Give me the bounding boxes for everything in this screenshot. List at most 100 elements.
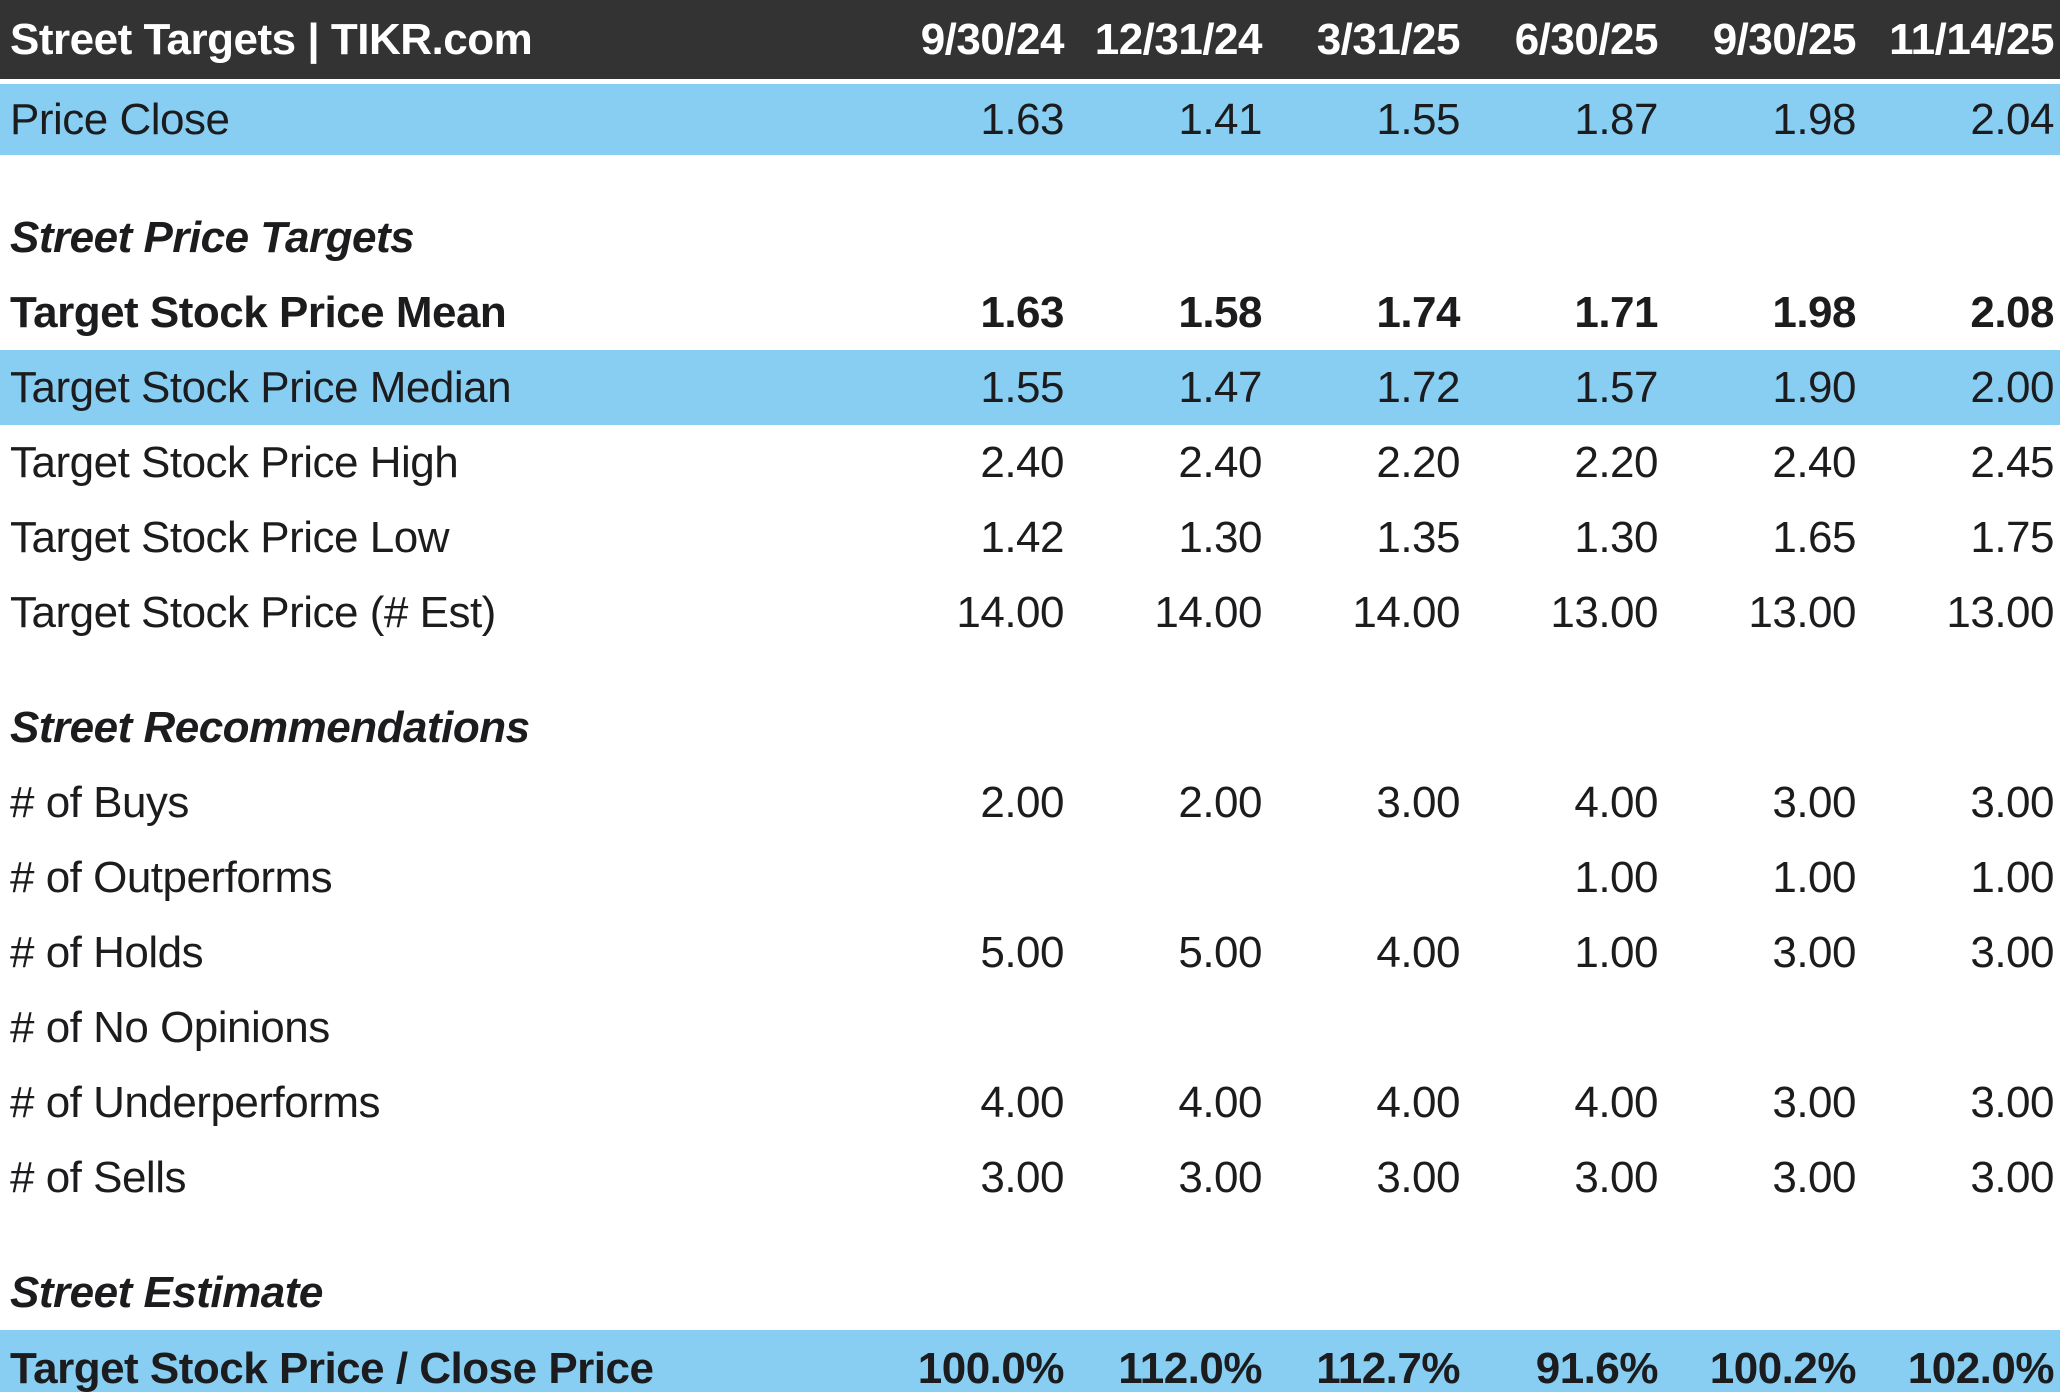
value-cell: 1.47 [1178, 362, 1262, 412]
column-header-date: 12/31/24 [1094, 14, 1263, 64]
value-cell: 1.55 [980, 362, 1064, 412]
value-cell: 1.57 [1574, 362, 1658, 412]
value-cell: 4.00 [1574, 777, 1658, 827]
table-title: Street Targets | TIKR.com [10, 14, 533, 64]
value-cell: 1.98 [1772, 94, 1856, 144]
value-cell: 4.00 [1376, 1077, 1460, 1127]
value-cell: 3.00 [1376, 777, 1460, 827]
row-label: Target Stock Price / Close Price [10, 1344, 654, 1392]
table-row[interactable]: Price Close 1.63 1.41 1.55 1.87 1.98 2.04 [0, 84, 2060, 155]
row-label: Target Stock Price Mean [10, 287, 507, 337]
value-cell: 4.00 [1574, 1077, 1658, 1127]
value-cell: 13.00 [1946, 587, 2054, 637]
value-cell: 1.00 [1574, 852, 1658, 902]
value-cell: 3.00 [1772, 1077, 1856, 1127]
row-label: Target Stock Price High [10, 437, 459, 487]
value-cell: 2.00 [1970, 362, 2054, 412]
value-cell: 3.00 [980, 1152, 1064, 1202]
value-cell: 2.08 [1970, 287, 2054, 337]
value-cell: 3.00 [1970, 1152, 2054, 1202]
row-label: Street Price Targets [10, 212, 415, 262]
row-label: # of Underperforms [10, 1077, 381, 1127]
value-cell: 1.98 [1772, 287, 1856, 337]
table-row[interactable]: # of Holds 5.00 5.00 4.00 1.00 3.00 3.00 [0, 915, 2060, 990]
value-cell: 3.00 [1970, 927, 2054, 977]
table-row[interactable]: # of Outperforms 1.00 1.00 1.00 [0, 840, 2060, 915]
value-cell: 2.20 [1574, 437, 1658, 487]
column-header-date: 3/31/25 [1316, 14, 1461, 64]
table-row[interactable]: Target Stock Price Mean 1.63 1.58 1.74 1.71… [0, 275, 2060, 350]
row-label: Price Close [10, 94, 230, 144]
column-header-date: 9/30/25 [1712, 14, 1857, 64]
value-cell: 112.7% [1316, 1344, 1460, 1392]
value-cell: 3.00 [1376, 1152, 1460, 1202]
row-label: Target Stock Price (# Est) [10, 587, 496, 637]
row-spacer [0, 1215, 2060, 1255]
value-cell: 14.00 [1352, 587, 1460, 637]
value-cell: 1.00 [1772, 852, 1856, 902]
value-cell: 1.71 [1574, 287, 1658, 337]
row-label: # of Sells [10, 1152, 186, 1202]
value-cell: 1.63 [980, 287, 1064, 337]
value-cell: 3.00 [1772, 927, 1856, 977]
value-cell: 4.00 [980, 1077, 1064, 1127]
table-row[interactable]: Target Stock Price Low 1.42 1.30 1.35 1.30 1… [0, 500, 2060, 575]
value-cell: 1.90 [1772, 362, 1856, 412]
value-cell: 1.75 [1970, 512, 2054, 562]
value-cell: 1.30 [1178, 512, 1262, 562]
value-cell: 2.40 [980, 437, 1064, 487]
value-cell: 1.30 [1574, 512, 1658, 562]
row-label: # of Holds [10, 927, 204, 977]
value-cell: 2.20 [1376, 437, 1460, 487]
value-cell: 4.00 [1376, 927, 1460, 977]
table-row[interactable]: # of Underperforms 4.00 4.00 4.00 4.00 3.00 3… [0, 1065, 2060, 1140]
value-cell: 13.00 [1748, 587, 1856, 637]
value-cell: 1.74 [1376, 287, 1460, 337]
table-row[interactable]: # of Buys 2.00 2.00 3.00 4.00 3.00 3.00 [0, 765, 2060, 840]
value-cell: 1.65 [1772, 512, 1856, 562]
value-cell: 2.40 [1178, 437, 1262, 487]
row-label: # of Outperforms [10, 852, 333, 902]
row-spacer [0, 650, 2060, 690]
value-cell: 2.40 [1772, 437, 1856, 487]
row-label: Street Estimate [10, 1267, 323, 1317]
section-header-row: Street Recommendations [0, 690, 2060, 765]
section-header-row: Street Estimate [0, 1255, 2060, 1330]
row-label: # of Buys [10, 777, 189, 827]
value-cell: 4.00 [1178, 1077, 1262, 1127]
table-row[interactable]: Target Stock Price High 2.40 2.40 2.20 2.20… [0, 425, 2060, 500]
column-header-date: 11/14/25 [1889, 14, 2054, 64]
value-cell: 102.0% [1907, 1344, 2055, 1392]
value-cell: 2.04 [1970, 94, 2054, 144]
value-cell: 1.63 [980, 94, 1064, 144]
value-cell: 1.41 [1178, 94, 1262, 144]
row-label: Target Stock Price Low [10, 512, 449, 562]
value-cell: 3.00 [1574, 1152, 1658, 1202]
table-row[interactable]: # of No Opinions [0, 990, 2060, 1065]
value-cell: 1.72 [1376, 362, 1460, 412]
value-cell: 1.35 [1376, 512, 1460, 562]
value-cell: 3.00 [1772, 1152, 1856, 1202]
table-row[interactable]: Target Stock Price (# Est) 14.00 14.00 14.… [0, 575, 2060, 650]
table-row[interactable]: Target Stock Price Median 1.55 1.47 1.72 1.… [0, 350, 2060, 425]
value-cell: 3.00 [1970, 777, 2054, 827]
value-cell: 13.00 [1550, 587, 1658, 637]
value-cell: 1.58 [1178, 287, 1262, 337]
value-cell: 3.00 [1178, 1152, 1262, 1202]
row-label: Target Stock Price Median [10, 362, 512, 412]
value-cell: 2.00 [980, 777, 1064, 827]
row-label: # of No Opinions [10, 1002, 330, 1052]
value-cell: 2.00 [1178, 777, 1262, 827]
value-cell: 1.55 [1376, 94, 1460, 144]
value-cell: 1.00 [1574, 927, 1658, 977]
value-cell: 5.00 [1178, 927, 1262, 977]
table-row[interactable]: Target Stock Price / Close Price 100.0% 1… [0, 1330, 2060, 1392]
value-cell: 1.42 [980, 512, 1064, 562]
value-cell: 1.00 [1970, 852, 2054, 902]
value-cell: 2.45 [1970, 437, 2054, 487]
value-cell: 112.0% [1118, 1344, 1262, 1392]
row-label: Street Recommendations [10, 702, 530, 752]
value-cell: 5.00 [980, 927, 1064, 977]
table-row[interactable]: # of Sells 3.00 3.00 3.00 3.00 3.00 3.00 [0, 1140, 2060, 1215]
